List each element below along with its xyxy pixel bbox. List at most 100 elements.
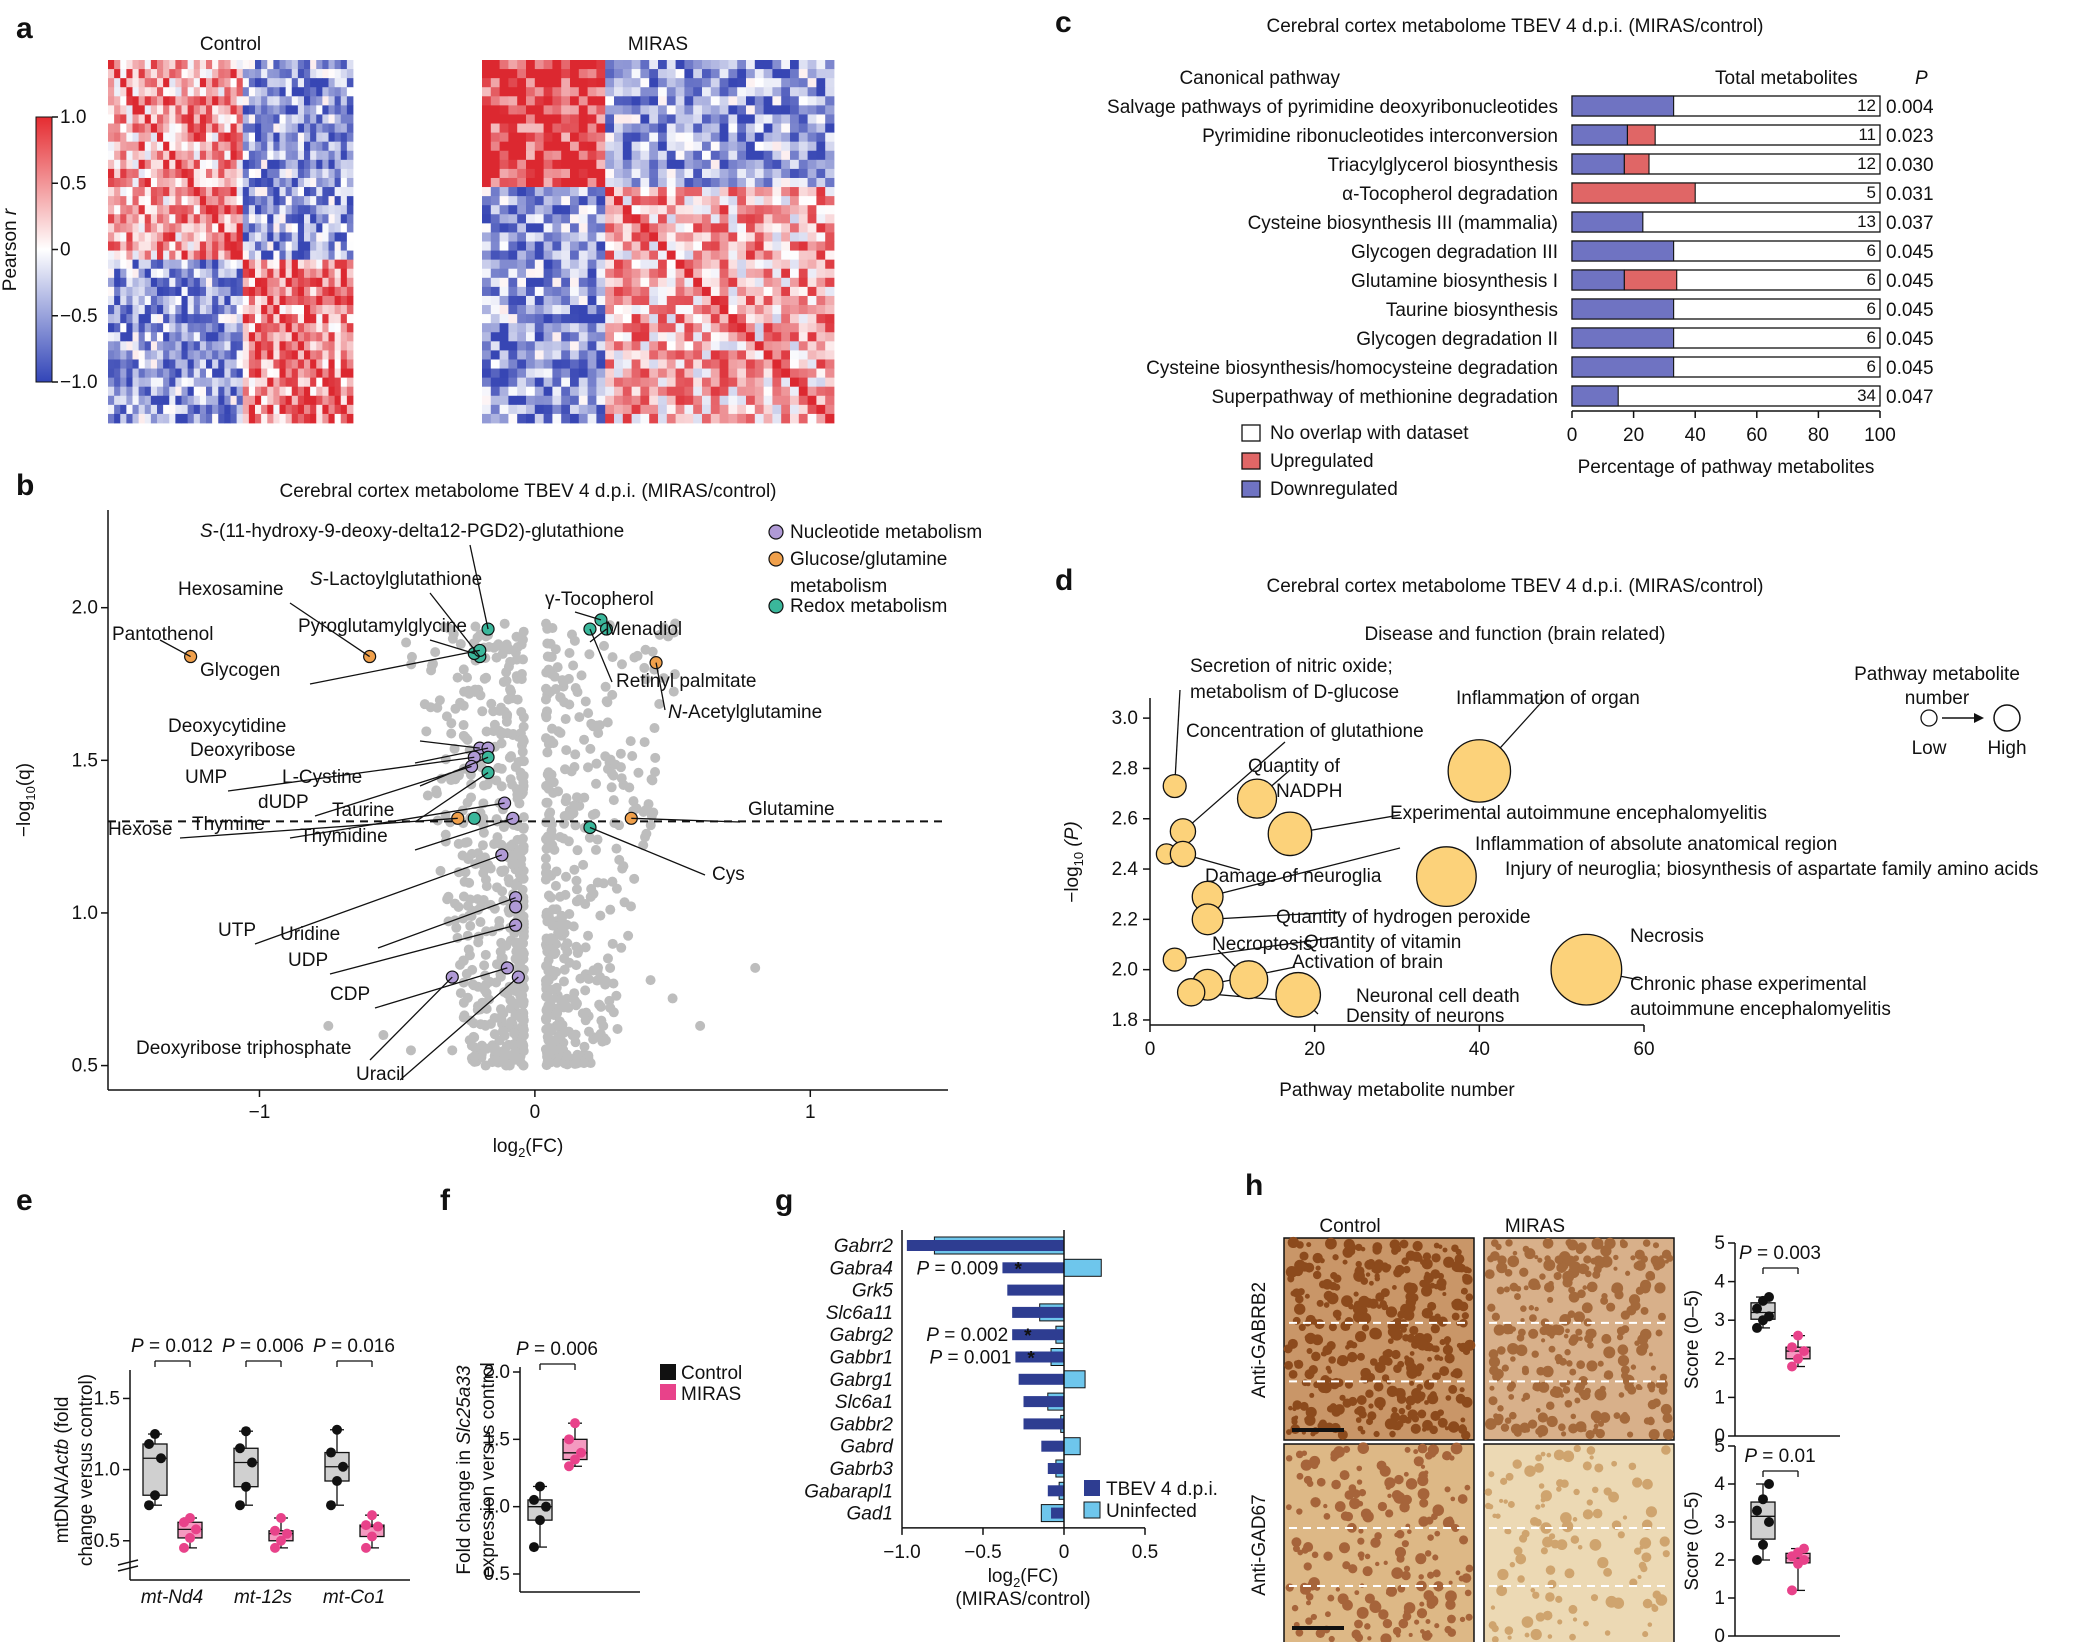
heatmap-cell — [322, 69, 329, 79]
heatmap-cell — [310, 395, 317, 406]
cell — [1337, 1355, 1349, 1367]
heatmap-cell — [169, 413, 176, 424]
heatmap-cell — [346, 305, 354, 315]
background-point — [491, 959, 502, 970]
y-tick-label: 2.4 — [1112, 859, 1139, 880]
heatmap-cell — [825, 341, 835, 351]
heatmap-cell — [561, 214, 571, 224]
heatmap-cell — [490, 177, 500, 188]
cell — [1367, 1259, 1376, 1268]
background-point — [458, 720, 469, 731]
metabolite-label: CDP — [330, 984, 370, 1005]
heatmap-cell — [631, 177, 641, 188]
heatmap-cell — [150, 413, 158, 424]
heatmap-cell — [719, 69, 729, 79]
heatmap-cell — [763, 286, 773, 297]
heatmap-cell — [622, 332, 632, 342]
heatmap-cell — [126, 241, 133, 251]
heatmap-cell — [649, 69, 659, 79]
heatmap-cell — [499, 78, 509, 88]
heatmap-cell — [587, 78, 597, 88]
gene-label: mt-Co1 — [323, 1587, 385, 1608]
heatmap-cell — [754, 286, 764, 297]
heatmap-cell — [552, 386, 562, 397]
heatmap-cell — [169, 168, 176, 179]
heatmap-cell — [622, 314, 632, 324]
heatmap-cell — [710, 241, 720, 251]
heatmap-cell — [649, 205, 659, 215]
heatmap-cell — [218, 250, 225, 261]
background-point — [591, 778, 602, 789]
heatmap-cell — [267, 277, 274, 288]
background-point — [624, 782, 635, 793]
heatmap-cell — [316, 123, 323, 133]
heatmap-cell — [684, 123, 694, 133]
heatmap-cell — [108, 223, 115, 233]
background-point — [451, 922, 462, 933]
heatmap-cell — [482, 323, 492, 333]
heatmap-cell — [622, 350, 632, 360]
heatmap-cell — [649, 350, 659, 360]
heatmap-cell — [255, 386, 262, 397]
heatmap-cell — [587, 223, 597, 233]
heatmap-cell — [772, 123, 782, 133]
heatmap-cell — [666, 96, 676, 106]
heatmap-cell — [561, 413, 571, 424]
background-point — [550, 880, 561, 891]
heatmap-cell — [193, 259, 201, 270]
heatmap-cell — [120, 105, 127, 115]
heatmap-cell — [310, 232, 317, 242]
heatmap-cell — [719, 259, 729, 270]
heatmap-cell — [675, 404, 685, 415]
heatmap-cell — [517, 350, 527, 360]
heatmap-cell — [206, 141, 213, 152]
heatmap-cell — [138, 368, 146, 379]
background-point — [670, 618, 681, 629]
heatmap-cell — [297, 305, 305, 315]
heatmap-cell — [310, 205, 317, 215]
background-point — [510, 858, 521, 869]
heatmap-cell — [322, 323, 329, 333]
background-point — [607, 652, 618, 663]
heatmap-cell — [825, 159, 835, 170]
cell — [1465, 1293, 1474, 1302]
heatmap-cell — [614, 395, 624, 406]
heatmap-cell — [728, 187, 738, 197]
heatmap-cell — [658, 323, 668, 333]
heatmap-cell — [138, 60, 146, 70]
heatmap-cell — [570, 286, 580, 297]
heatmap-cell — [297, 250, 305, 261]
heatmap-cell — [346, 314, 354, 324]
heatmap-cell — [279, 196, 287, 206]
background-point — [556, 910, 567, 921]
heatmap-cell — [169, 268, 176, 279]
heatmap-cell — [199, 232, 207, 242]
heatmap-cell — [340, 232, 348, 242]
heatmap-cell — [684, 286, 694, 297]
heatmap-cell — [640, 286, 650, 297]
cell — [1292, 1406, 1297, 1412]
background-point — [502, 989, 513, 1000]
heatmap-cell — [157, 268, 164, 279]
heatmap-cell — [316, 114, 323, 124]
background-point — [517, 833, 528, 844]
heatmap-cell — [157, 223, 164, 233]
heatmap-cell — [499, 250, 509, 261]
heatmap-cell — [816, 105, 826, 115]
background-point — [611, 883, 622, 894]
heatmap-cell — [508, 214, 518, 224]
heatmap-cell — [126, 286, 133, 297]
control-point — [144, 1439, 154, 1449]
heatmap-cell — [587, 286, 597, 297]
heatmap-cell — [684, 386, 694, 397]
heatmap-cell — [578, 350, 588, 360]
heatmap-cell — [310, 214, 317, 224]
heatmap-cell — [340, 159, 348, 170]
heatmap-cell — [482, 413, 492, 424]
heatmap-cell — [120, 341, 127, 351]
heatmap-cell — [206, 305, 213, 315]
heatmap-cell — [230, 132, 238, 143]
heatmap-cell — [534, 332, 544, 342]
heatmap-cell — [684, 196, 694, 206]
heatmap-cell — [224, 323, 231, 333]
